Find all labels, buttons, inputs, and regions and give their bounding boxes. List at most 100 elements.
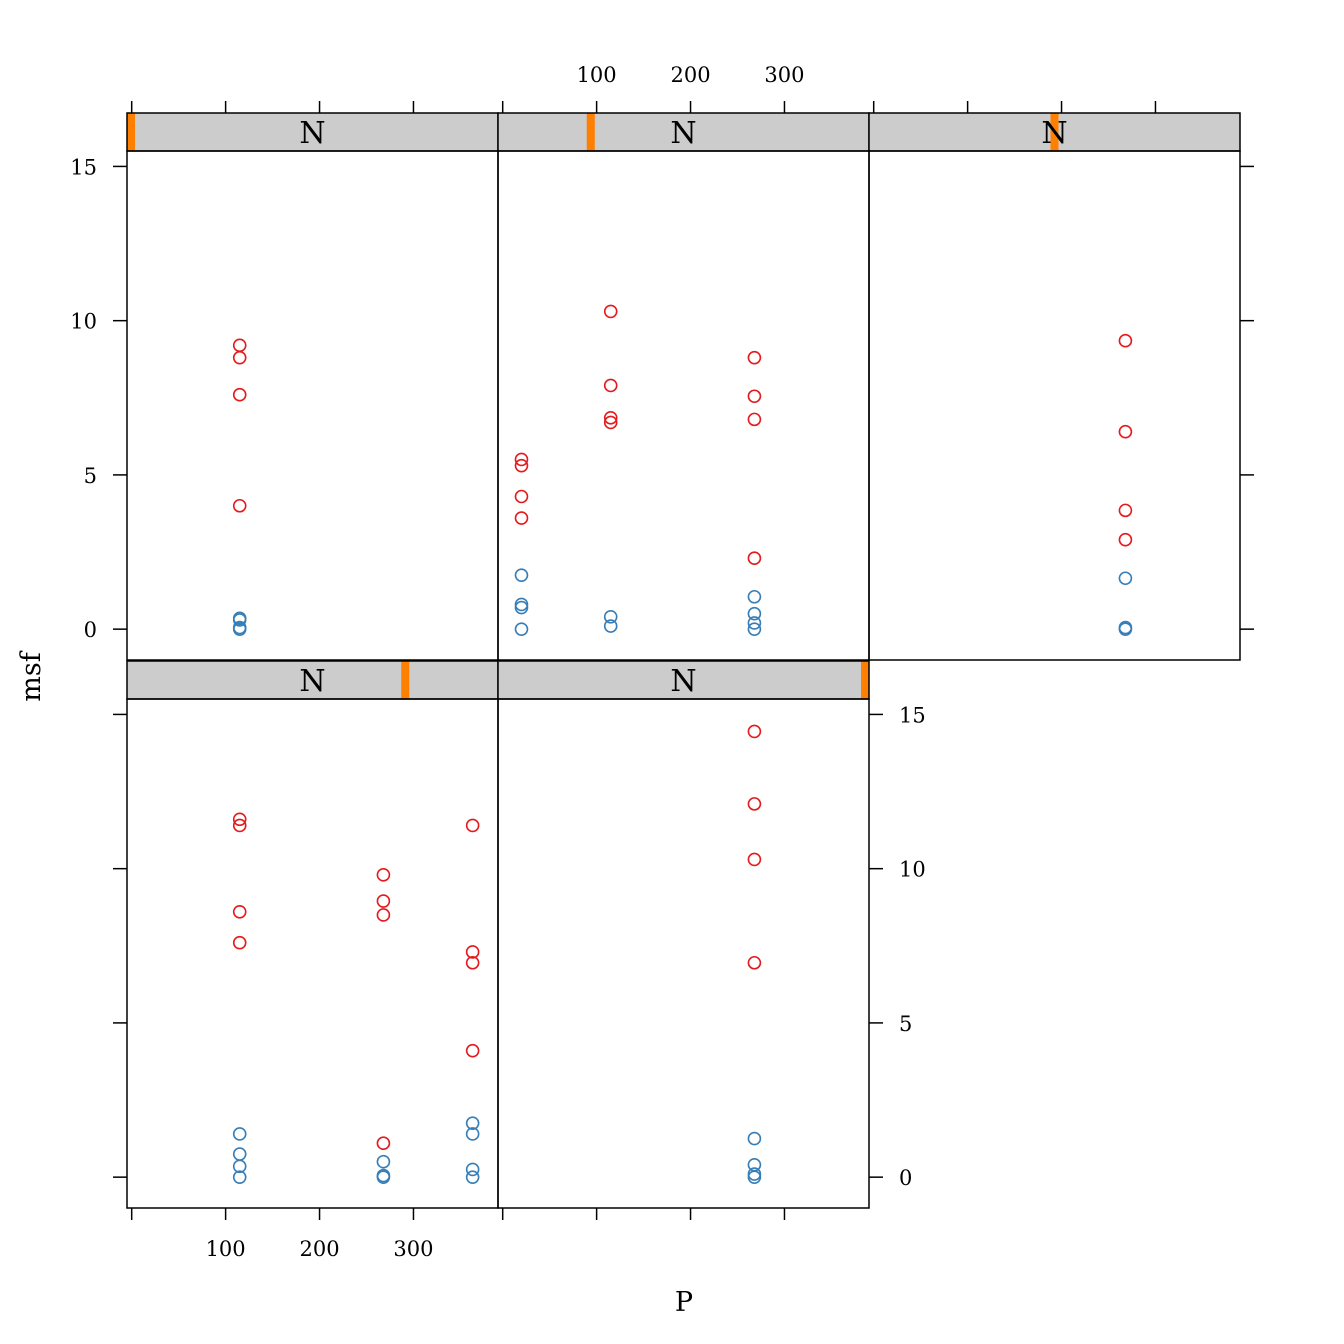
red-point xyxy=(232,812,247,827)
strip-level-marker xyxy=(861,661,869,699)
red-point xyxy=(747,350,762,365)
y-tick-label: 5 xyxy=(84,464,97,488)
panel-4: N xyxy=(126,660,499,1209)
strip-level-marker xyxy=(127,113,135,151)
red-point xyxy=(465,818,480,833)
strip-background xyxy=(127,661,498,699)
blue-point xyxy=(465,1170,480,1184)
blue-point xyxy=(232,1159,247,1174)
x-tick-label: 200 xyxy=(670,63,710,87)
red-point xyxy=(232,498,247,513)
blue-point xyxy=(747,1170,762,1184)
panel-3: N xyxy=(868,112,1241,661)
red-point xyxy=(603,411,618,425)
blue-point xyxy=(747,622,762,636)
x-tick-label: 300 xyxy=(393,1237,433,1261)
red-point xyxy=(232,338,247,353)
y-axis-title: msf xyxy=(16,650,47,701)
red-point xyxy=(1118,532,1133,547)
red-point xyxy=(376,894,391,908)
red-point xyxy=(376,1136,391,1151)
panel-frame xyxy=(497,150,870,661)
strip-label: N xyxy=(299,664,325,699)
axes-layer: 100 200 300 100 200 300 0 5 10 15 0 5 10 15 xyxy=(70,63,1254,1261)
red-point xyxy=(603,415,618,430)
x-tick-label: 200 xyxy=(299,1237,339,1261)
blue-point xyxy=(465,1162,480,1177)
red-point xyxy=(232,387,247,402)
blue-point xyxy=(465,1127,480,1141)
blue-point xyxy=(514,622,529,636)
blue-point xyxy=(747,616,762,630)
strip-background xyxy=(498,661,869,699)
red-point xyxy=(465,945,480,959)
blue-point xyxy=(514,600,529,615)
red-point xyxy=(603,378,618,393)
y-tick-label: 10 xyxy=(899,858,926,882)
red-point xyxy=(514,452,529,467)
blue-point xyxy=(603,619,618,633)
x-tick-label: 100 xyxy=(577,63,617,87)
red-point xyxy=(747,797,762,811)
strip-label: N xyxy=(670,116,696,151)
panel-frame xyxy=(497,698,870,1209)
panel-5: N xyxy=(497,660,870,1209)
strip-label: N xyxy=(1041,116,1067,151)
red-point xyxy=(603,304,618,319)
red-point xyxy=(232,350,247,365)
panel-frame xyxy=(868,150,1241,661)
red-point xyxy=(232,818,247,833)
red-point xyxy=(1118,424,1133,439)
panel-frame xyxy=(126,698,499,1209)
y-tick-label: 10 xyxy=(70,310,97,334)
strip-level-marker xyxy=(1050,113,1059,151)
y-tick-label: 0 xyxy=(84,618,97,642)
panel-1: N xyxy=(126,112,499,661)
panel-2: N xyxy=(497,112,870,661)
red-point xyxy=(376,908,391,922)
blue-point xyxy=(603,610,618,624)
red-point xyxy=(465,1043,480,1058)
red-point xyxy=(232,935,247,950)
blue-point xyxy=(232,622,247,636)
blue-point xyxy=(514,568,529,582)
red-point xyxy=(747,389,762,404)
strip-level-marker xyxy=(586,113,595,151)
blue-point xyxy=(376,1170,391,1184)
strip-background xyxy=(498,113,869,151)
strip-label: N xyxy=(670,664,696,699)
panel-frame xyxy=(126,150,499,661)
blue-point xyxy=(232,1170,247,1184)
x-tick-label: 300 xyxy=(764,63,804,87)
red-point xyxy=(514,511,529,525)
y-tick-label: 15 xyxy=(70,155,97,179)
red-point xyxy=(514,489,529,504)
red-point xyxy=(747,955,762,970)
blue-point xyxy=(747,606,762,621)
blue-point xyxy=(376,1154,391,1169)
blue-point xyxy=(1118,571,1133,586)
blue-point xyxy=(747,1131,762,1146)
blue-point xyxy=(232,1147,247,1161)
red-point xyxy=(514,458,529,473)
red-point xyxy=(747,412,762,427)
red-point xyxy=(465,955,480,970)
strip-level-marker xyxy=(401,661,410,699)
red-point xyxy=(376,868,391,882)
red-point xyxy=(1118,503,1133,518)
x-axis-title: P xyxy=(675,1287,693,1318)
y-tick-label: 5 xyxy=(899,1012,912,1036)
strip-label: N xyxy=(299,116,325,151)
red-point xyxy=(1118,333,1133,348)
blue-point xyxy=(747,589,762,604)
blue-point xyxy=(465,1116,480,1130)
red-point xyxy=(232,905,247,919)
y-tick-label: 0 xyxy=(899,1166,912,1190)
blue-point xyxy=(232,1127,247,1141)
red-point xyxy=(747,551,762,566)
strip-background xyxy=(127,113,498,151)
red-point xyxy=(747,852,762,867)
blue-point xyxy=(1118,622,1133,636)
y-tick-label: 15 xyxy=(899,703,926,727)
